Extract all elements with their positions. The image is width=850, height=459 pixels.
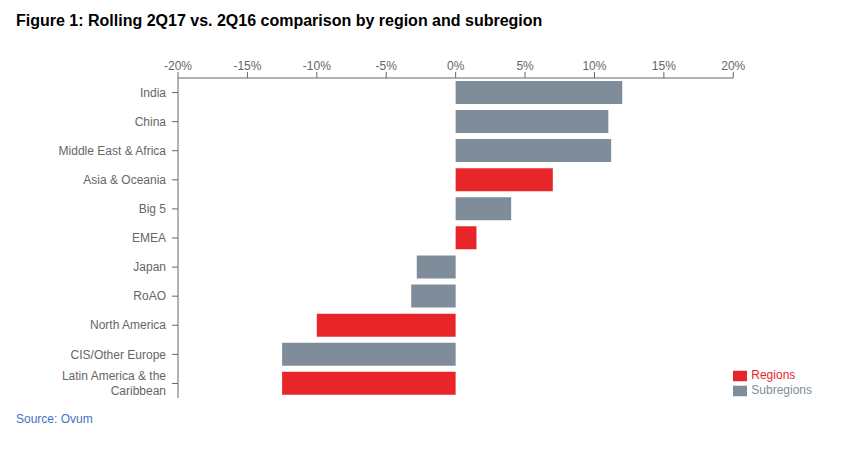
svg-text:Latin America & theCaribbean: Latin America & theCaribbean (62, 369, 166, 397)
svg-text:Japan: Japan (133, 260, 166, 274)
svg-text:-10%: -10% (303, 59, 331, 73)
svg-text:-5%: -5% (376, 59, 398, 73)
svg-text:5%: 5% (516, 59, 534, 73)
svg-text:0%: 0% (447, 59, 465, 73)
svg-text:20%: 20% (721, 59, 745, 73)
svg-text:Middle East & Africa: Middle East & Africa (59, 144, 167, 158)
svg-text:-20%: -20% (164, 59, 192, 73)
svg-text:India: India (140, 86, 166, 100)
svg-text:-15%: -15% (233, 59, 261, 73)
html-text:Source: Ovum: Source: Ovum (16, 412, 93, 426)
svg-text:CIS/Other Europe: CIS/Other Europe (71, 348, 167, 362)
svg-text:Asia & Oceania: Asia & Oceania (83, 173, 166, 187)
html-text:Figure 1: Rolling 2Q17 vs. 2Q1: Figure 1: Rolling 2Q17 vs. 2Q16 comparis… (16, 12, 543, 29)
html-text:Regions: Regions (751, 368, 796, 383)
svg-text:15%: 15% (652, 59, 676, 73)
svg-text:North America: North America (90, 318, 166, 332)
svg-text:10%: 10% (582, 59, 606, 73)
svg-text:RoAO: RoAO (133, 289, 166, 303)
svg-text:Big 5: Big 5 (139, 202, 167, 216)
html-text:Subregions: Subregions (751, 383, 812, 398)
svg-text:China: China (135, 115, 167, 129)
svg-text:EMEA: EMEA (132, 231, 166, 245)
